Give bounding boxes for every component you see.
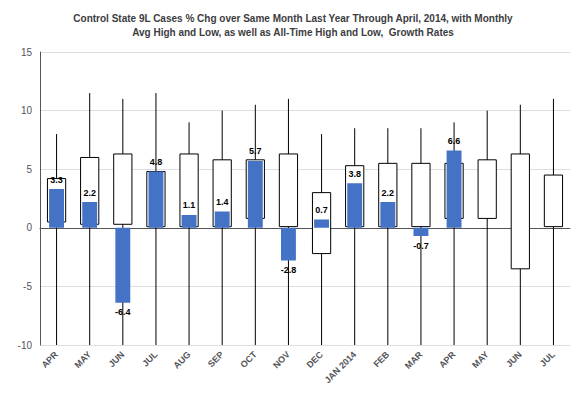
svg-text:JUN: JUN	[504, 349, 524, 369]
svg-text:-10: -10	[18, 340, 33, 351]
svg-text:3.3: 3.3	[50, 175, 63, 185]
svg-text:0.7: 0.7	[315, 205, 328, 215]
svg-text:FEB: FEB	[372, 349, 392, 369]
svg-text:2.2: 2.2	[83, 188, 96, 198]
svg-text:6.6: 6.6	[448, 136, 461, 146]
svg-text:4.8: 4.8	[150, 157, 163, 167]
svg-text:10: 10	[21, 105, 33, 116]
svg-text:MAY: MAY	[73, 349, 94, 370]
svg-text:MAY: MAY	[470, 349, 491, 370]
svg-text:-5: -5	[23, 281, 32, 292]
svg-text:Avg High and Low, as well as A: Avg High and Low, as well as All-Time Hi…	[132, 27, 454, 38]
svg-text:SEP: SEP	[206, 349, 226, 369]
svg-text:5.7: 5.7	[249, 146, 262, 156]
svg-text:5: 5	[26, 164, 32, 175]
svg-text:0: 0	[26, 222, 32, 233]
svg-text:1.1: 1.1	[183, 200, 196, 210]
svg-text:APR: APR	[40, 349, 61, 370]
svg-text:NOV: NOV	[271, 349, 292, 370]
svg-text:DEC: DEC	[305, 349, 326, 370]
svg-text:APR: APR	[437, 349, 458, 370]
svg-text:-6.4: -6.4	[115, 307, 131, 317]
svg-text:1.4: 1.4	[216, 197, 229, 207]
svg-text:JUL: JUL	[140, 349, 159, 368]
svg-text:2.2: 2.2	[382, 188, 395, 198]
svg-text:Control State 9L Cases % Chg o: Control State 9L Cases % Chg over Same M…	[73, 13, 513, 24]
svg-text:15: 15	[21, 47, 33, 58]
svg-text:JUL: JUL	[538, 349, 557, 368]
svg-text:-2.8: -2.8	[281, 265, 297, 275]
svg-text:JUN: JUN	[107, 349, 127, 369]
svg-text:JAN 2014: JAN 2014	[323, 349, 359, 385]
svg-text:AUG: AUG	[171, 349, 192, 370]
svg-text:-0.7: -0.7	[413, 241, 429, 251]
svg-text:MAR: MAR	[403, 349, 425, 371]
svg-text:OCT: OCT	[238, 349, 259, 370]
svg-text:3.8: 3.8	[348, 169, 361, 179]
